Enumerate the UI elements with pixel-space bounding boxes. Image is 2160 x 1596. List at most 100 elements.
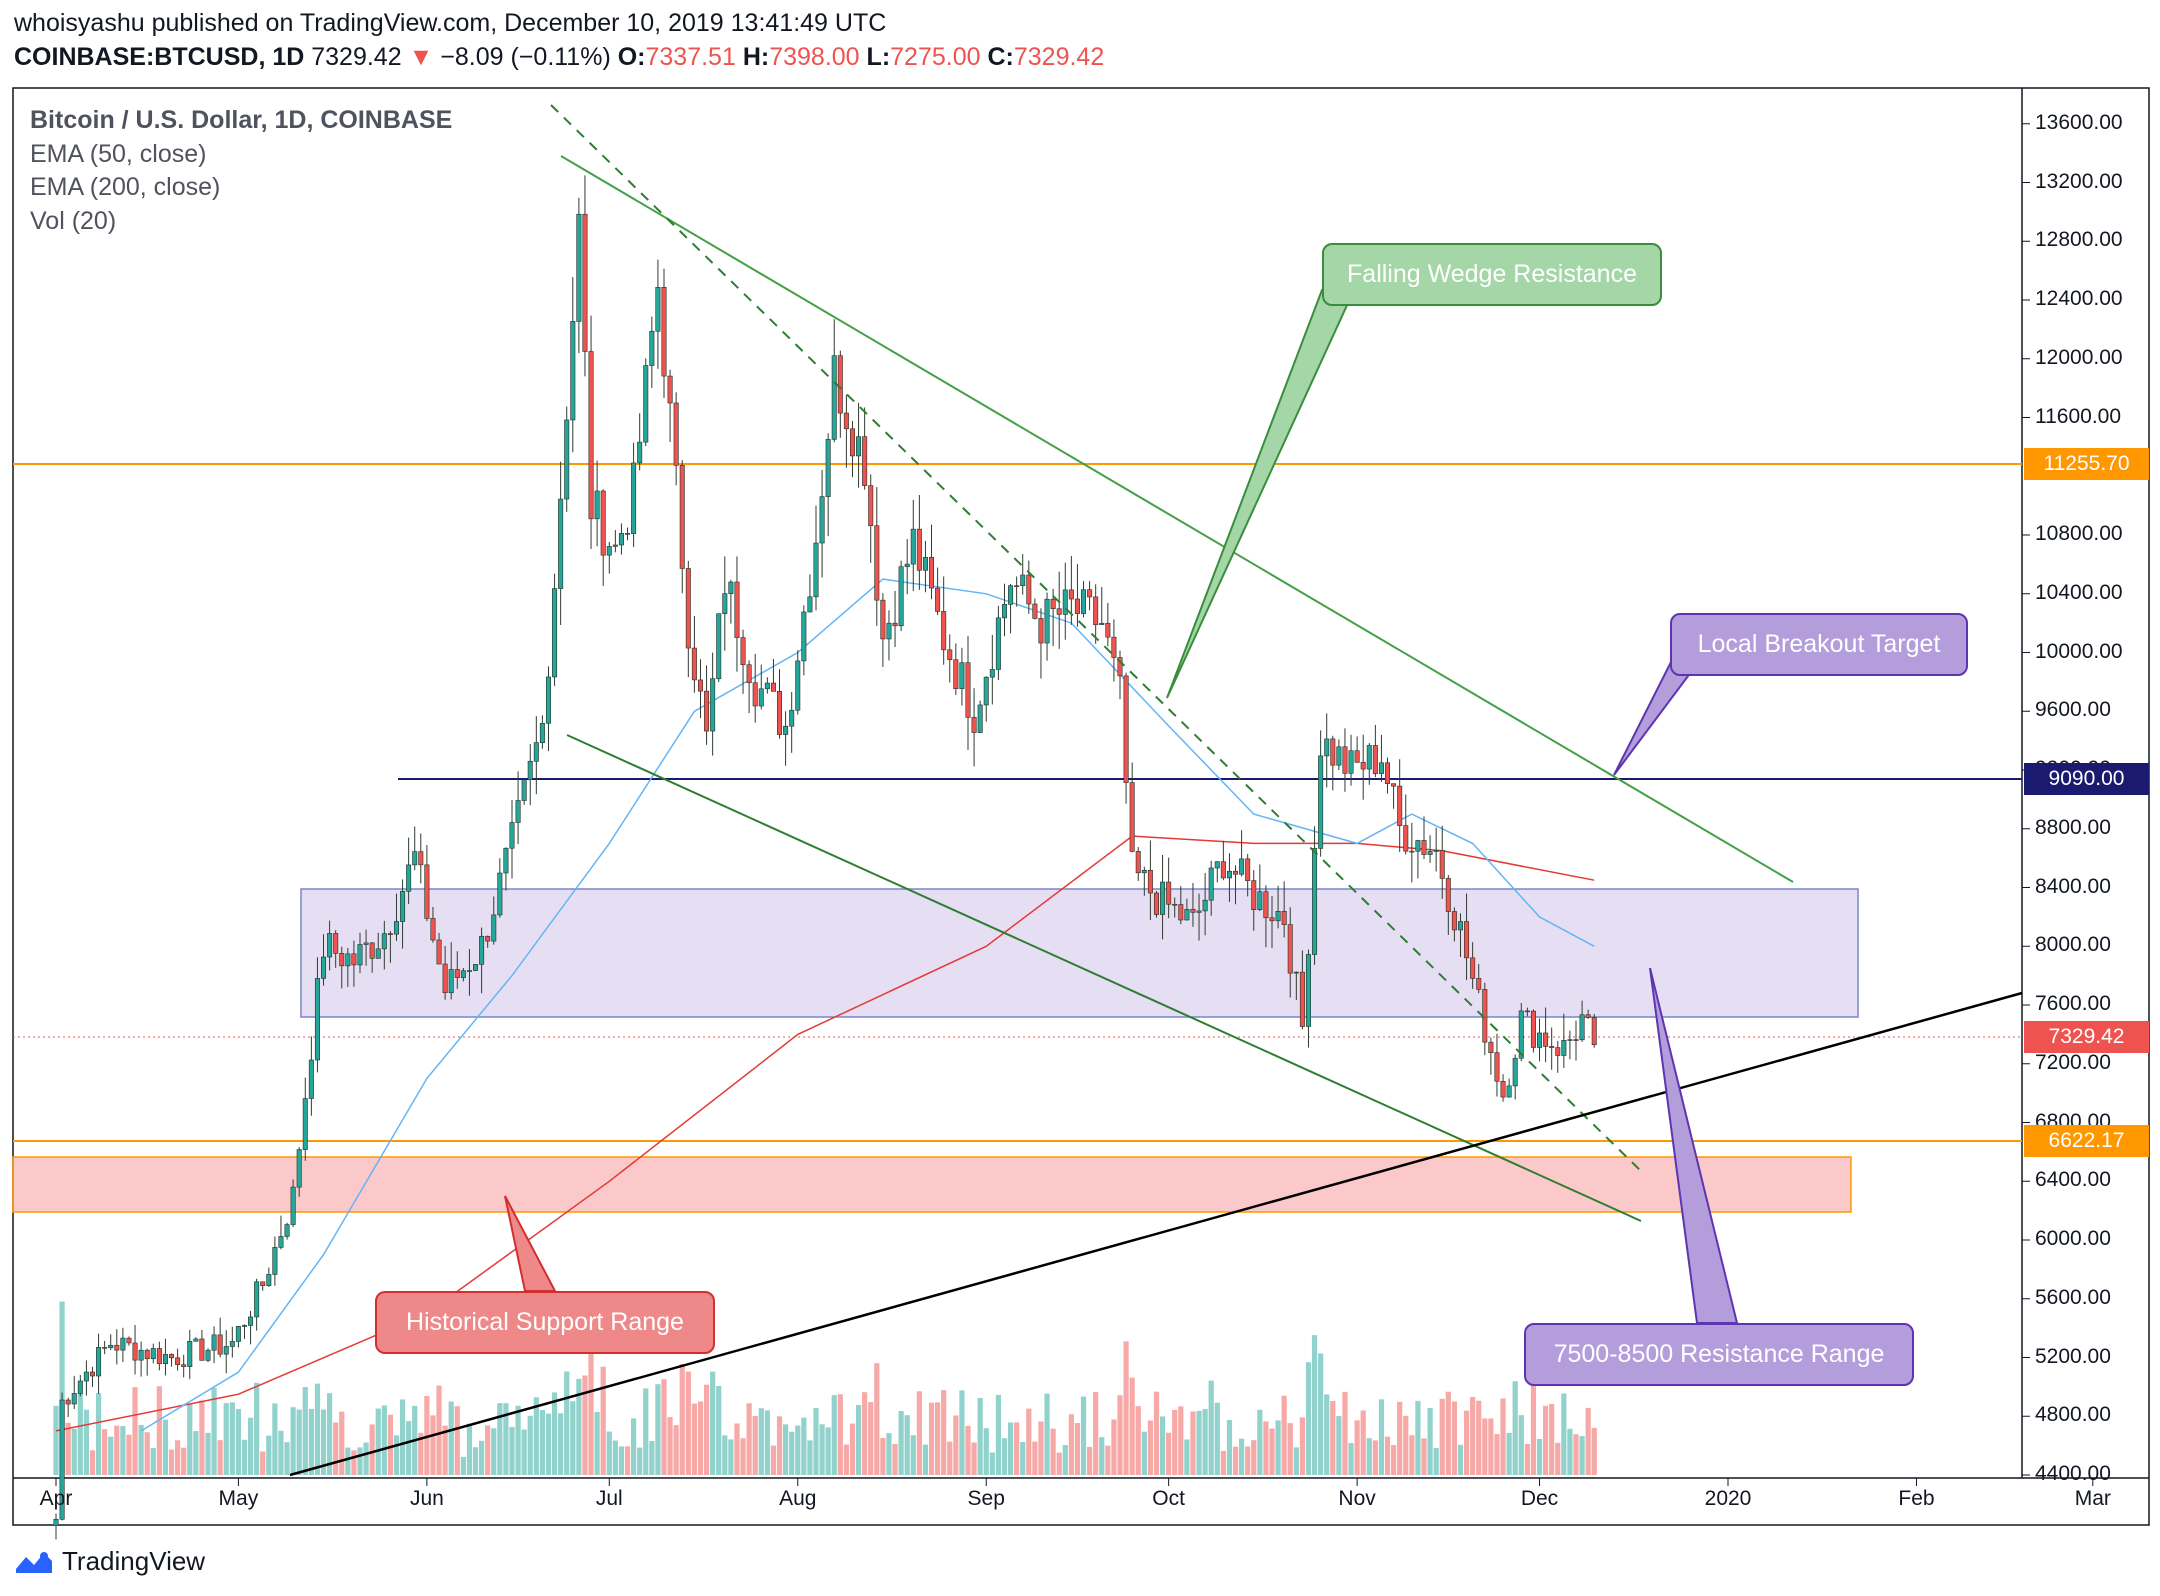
volume-bar	[606, 1431, 612, 1475]
candle-up	[248, 1316, 254, 1326]
volume-bar	[211, 1387, 217, 1475]
candle-down	[661, 286, 667, 377]
candle-down	[625, 533, 631, 535]
candle-down	[199, 1338, 205, 1361]
volume-bar	[1445, 1391, 1451, 1475]
volume-bar	[770, 1445, 777, 1475]
volume-bar	[1202, 1409, 1208, 1475]
volume-bar	[1062, 1445, 1068, 1475]
candle-up	[406, 864, 412, 892]
volume-bar	[308, 1408, 314, 1475]
volume-bar	[1056, 1452, 1062, 1475]
volume-bar	[661, 1379, 667, 1475]
dashed-trendline	[550, 104, 1644, 1174]
candle-down	[1287, 924, 1293, 974]
candle-down	[843, 412, 849, 430]
volume-bar	[631, 1418, 637, 1475]
volume-bar	[1299, 1417, 1305, 1475]
candle-up	[381, 933, 387, 950]
volume-bar	[381, 1405, 387, 1475]
volume-bar	[1591, 1427, 1597, 1475]
time-tick-label: Jun	[409, 1487, 444, 1510]
volume-bar	[1482, 1418, 1488, 1475]
candle-down	[1074, 598, 1080, 614]
volume-bar	[1153, 1391, 1160, 1475]
candle-down	[132, 1342, 138, 1361]
candle-up	[527, 760, 533, 781]
ema200-line	[55, 835, 1595, 1432]
volume-bar	[1366, 1438, 1372, 1475]
volume-bar	[618, 1446, 625, 1475]
close-label: C:	[987, 43, 1014, 71]
volume-bar	[290, 1407, 296, 1475]
volume-bar	[89, 1450, 96, 1475]
volume-bar	[175, 1440, 181, 1475]
volume-bar	[594, 1411, 600, 1475]
volume-bar	[855, 1404, 862, 1475]
candle-down	[1014, 585, 1020, 587]
publish-text: whoisyashu published on TradingView.com,…	[14, 9, 887, 37]
volume-bar	[399, 1399, 406, 1475]
volume-bar	[1038, 1421, 1044, 1475]
volume-bar	[254, 1382, 260, 1475]
candle-up	[898, 566, 904, 627]
candle-down	[156, 1348, 162, 1365]
price-tick-label: 10000.00	[2035, 639, 2123, 663]
candle-down	[1403, 825, 1409, 852]
candle-down	[941, 611, 947, 651]
candle-up	[631, 462, 637, 534]
volume-bar	[1506, 1432, 1512, 1475]
volume-bar	[527, 1415, 533, 1475]
volume-bar	[916, 1391, 922, 1475]
candle-up	[266, 1274, 272, 1286]
candle-down	[485, 935, 491, 942]
volume-bar	[995, 1394, 1001, 1475]
callout-falling-wedge: Falling Wedge Resistance	[1322, 243, 1662, 306]
tradingview-logo[interactable]: TradingView	[14, 1546, 205, 1577]
volume-bar	[1263, 1421, 1269, 1475]
volume-bar	[831, 1395, 837, 1475]
volume-bar	[1476, 1400, 1482, 1475]
volume-bar	[1275, 1420, 1281, 1475]
volume-bar	[570, 1401, 576, 1475]
time-tick-label: Oct	[1152, 1487, 1185, 1510]
volume-bar	[302, 1387, 308, 1475]
candle-down	[1555, 1047, 1561, 1056]
volume-bar	[1135, 1406, 1141, 1475]
legend-volume[interactable]: Vol (20)	[30, 207, 117, 235]
volume-bar	[1014, 1422, 1020, 1475]
symbol-name[interactable]: COINBASE:BTCUSD, 1D	[14, 43, 305, 71]
volume-bar	[479, 1440, 485, 1475]
volume-bar	[922, 1444, 929, 1475]
volume-bar	[1348, 1443, 1354, 1475]
legend-ema50[interactable]: EMA (50, close)	[30, 140, 207, 168]
candle-down	[175, 1357, 181, 1366]
volume-bar	[114, 1425, 120, 1475]
candle-down	[1123, 675, 1129, 783]
candle-up	[801, 611, 807, 662]
legend-ema200[interactable]: EMA (200, close)	[30, 173, 221, 201]
volume-bar	[345, 1447, 351, 1475]
volume-bar	[1555, 1442, 1561, 1475]
volume-bar	[600, 1366, 606, 1475]
candle-up	[278, 1236, 284, 1248]
volume-bar	[1226, 1420, 1233, 1475]
price-tick-label: 6400.00	[2035, 1168, 2111, 1192]
volume-bar	[1099, 1437, 1105, 1475]
volume-bar	[691, 1403, 697, 1475]
candle-up	[71, 1393, 77, 1405]
candle-up	[1457, 921, 1463, 931]
volume-bar	[1007, 1422, 1014, 1475]
volume-bar	[703, 1384, 710, 1475]
volume-bar	[728, 1439, 734, 1475]
volume-bar	[612, 1440, 618, 1475]
candle-down	[1543, 1032, 1549, 1047]
candle-down	[1087, 589, 1093, 598]
candle-down	[679, 465, 685, 569]
candle-up	[618, 533, 624, 546]
volume-bar	[144, 1432, 150, 1475]
candle-down	[430, 918, 436, 941]
candle-up	[521, 779, 527, 801]
candle-up	[491, 914, 497, 942]
